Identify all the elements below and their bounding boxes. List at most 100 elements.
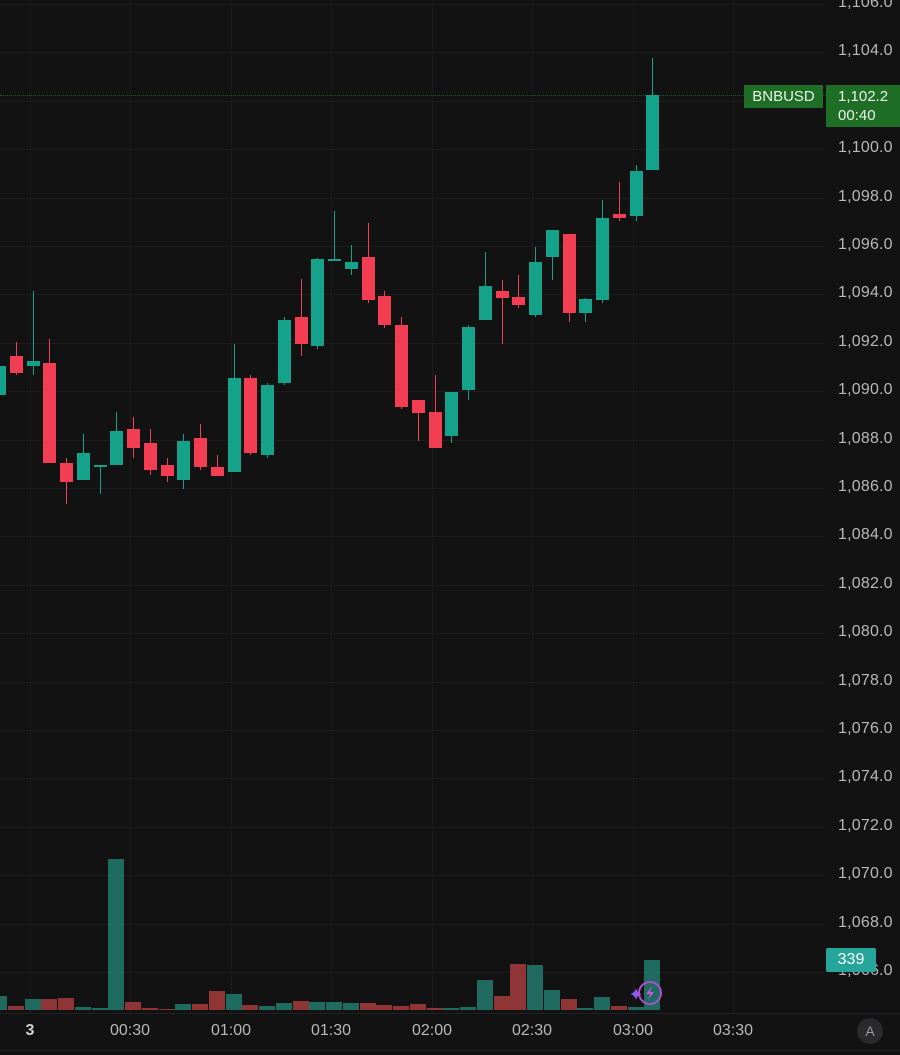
price-tick-label: 1,070.0 <box>838 865 893 882</box>
volume-bar <box>611 1006 627 1010</box>
volume-bar <box>594 997 610 1010</box>
price-tick-label: 1,084.0 <box>838 526 893 543</box>
price-tick-label: 1,086.0 <box>838 478 893 495</box>
candle-down[interactable] <box>60 462 73 482</box>
candle-up[interactable] <box>261 385 274 456</box>
volume-bar <box>443 1007 459 1010</box>
bar-countdown: 00:40 <box>838 107 876 124</box>
volume-bar <box>25 998 41 1010</box>
candle-up[interactable] <box>546 230 559 257</box>
price-tick-label: 1,104.0 <box>838 42 893 59</box>
bottom-divider <box>0 1050 900 1051</box>
volume-bar <box>41 998 57 1010</box>
volume-bar <box>326 1002 342 1010</box>
time-tick-label: 03:00 <box>612 1022 654 1039</box>
candle-down[interactable] <box>512 296 525 306</box>
candle-up[interactable] <box>462 327 475 390</box>
price-tick-label: 1,098.0 <box>838 188 893 205</box>
grid-line-vertical <box>231 0 232 1013</box>
candle-down[interactable] <box>378 295 391 325</box>
candle-up[interactable] <box>529 261 542 315</box>
candle-up[interactable] <box>228 377 241 473</box>
grid-line-horizontal <box>0 149 825 150</box>
candle-up[interactable] <box>596 218 609 301</box>
candle-up[interactable] <box>445 392 458 436</box>
candle-up[interactable] <box>177 440 190 480</box>
candle-down[interactable] <box>563 233 576 313</box>
time-tick-label: 01:00 <box>210 1022 252 1039</box>
candle-down[interactable] <box>412 399 425 413</box>
grid-line-horizontal <box>0 972 825 973</box>
candle-up[interactable] <box>579 299 592 313</box>
volume-bar <box>376 1004 392 1010</box>
grid-line-vertical <box>633 0 634 1013</box>
candle-down[interactable] <box>211 467 224 476</box>
candle-down[interactable] <box>10 356 23 374</box>
candle-down[interactable] <box>43 363 56 463</box>
candle-up[interactable] <box>328 259 341 262</box>
candle-down[interactable] <box>362 256 375 301</box>
candle-wick <box>518 275 519 308</box>
volume-bar <box>276 1003 292 1010</box>
grid-line-horizontal <box>0 198 825 199</box>
last-price-tag: 1,102.2 00:40 <box>826 85 900 127</box>
candle-down[interactable] <box>295 317 308 344</box>
volume-bar <box>159 1008 175 1010</box>
candle-down[interactable] <box>613 214 626 219</box>
candle-up[interactable] <box>345 261 358 269</box>
candle-down[interactable] <box>194 438 207 468</box>
candle-wick <box>502 279 503 344</box>
candle-up[interactable] <box>27 360 40 366</box>
last-price-line <box>0 95 826 96</box>
price-tick-label: 1,076.0 <box>838 720 893 737</box>
volume-value-tag: 339 <box>826 948 876 972</box>
price-tick-label: 1,096.0 <box>838 236 893 253</box>
candle-down[interactable] <box>429 411 442 449</box>
volume-bar <box>309 1002 325 1010</box>
volume-bar <box>427 1007 443 1010</box>
volume-bar <box>544 989 560 1010</box>
price-tick-label: 1,088.0 <box>838 430 893 447</box>
candle-up[interactable] <box>110 431 123 465</box>
candle-wick <box>418 399 419 441</box>
volume-bar <box>242 1004 258 1010</box>
candle-up[interactable] <box>646 94 659 170</box>
volume-bar <box>209 990 225 1010</box>
volume-bar <box>8 1006 24 1010</box>
price-tick-label: 1,072.0 <box>838 817 893 834</box>
time-tick-label: 03:30 <box>712 1022 754 1039</box>
candle-down[interactable] <box>395 324 408 407</box>
candle-down[interactable] <box>144 443 157 470</box>
grid-line-vertical <box>733 0 734 1013</box>
grid-line-horizontal <box>0 488 825 489</box>
candle-up[interactable] <box>77 452 90 480</box>
volume-bar <box>477 980 493 1010</box>
grid-line-horizontal <box>0 391 825 392</box>
lightning-spark-icon[interactable] <box>628 980 664 1008</box>
candle-down[interactable] <box>127 428 140 449</box>
volume-bar <box>125 1002 141 1010</box>
candle-up[interactable] <box>311 259 324 347</box>
candle-down[interactable] <box>496 290 509 299</box>
price-tick-label: 1,094.0 <box>838 284 893 301</box>
candle-wick <box>619 181 620 221</box>
price-tick-label: 1,080.0 <box>838 623 893 640</box>
volume-bar <box>75 1007 91 1010</box>
candle-up[interactable] <box>278 319 291 383</box>
auto-scale-button[interactable]: A <box>857 1018 883 1044</box>
candle-wick <box>100 465 101 495</box>
volume-bar <box>175 1003 191 1010</box>
grid-line-horizontal <box>0 585 825 586</box>
candle-wick <box>217 455 218 476</box>
volume-bar <box>92 1007 108 1010</box>
candle-down[interactable] <box>161 465 174 476</box>
candle-up[interactable] <box>479 285 492 320</box>
grid-line-horizontal <box>0 246 825 247</box>
candle-up[interactable] <box>94 465 107 468</box>
volume-bar <box>293 1001 309 1010</box>
candle-up[interactable] <box>0 365 6 395</box>
candle-up[interactable] <box>630 170 643 216</box>
candle-down[interactable] <box>244 377 257 453</box>
volume-bar <box>259 1006 275 1010</box>
